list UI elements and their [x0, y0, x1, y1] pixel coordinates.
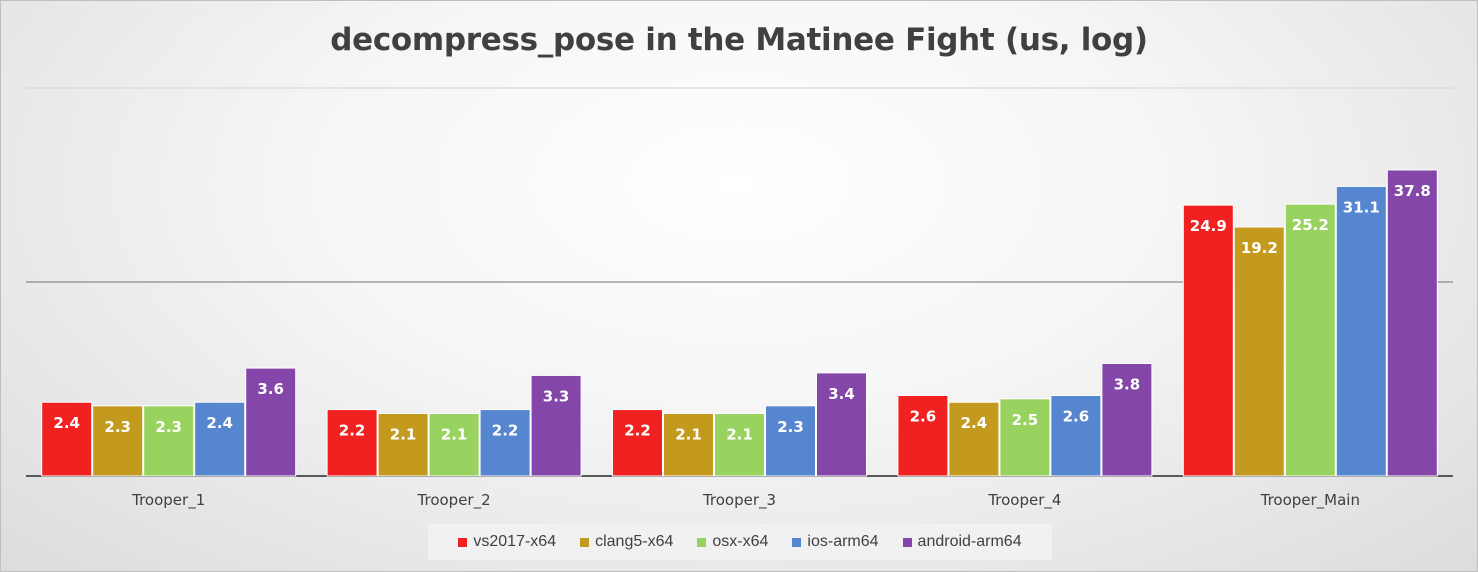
legend-item: osx-x64 — [697, 533, 768, 551]
bar-ios-arm64-Trooper_1 — [194, 401, 246, 477]
data-label: 3.4 — [828, 385, 855, 403]
data-label: 2.2 — [624, 422, 651, 440]
legend-label: android-arm64 — [917, 533, 1022, 550]
category-label: Trooper_4 — [987, 491, 1061, 510]
chart-title: decompress_pose in the Matinee Fight (us… — [330, 22, 1148, 58]
data-label: 3.8 — [1114, 376, 1141, 394]
data-label: 3.3 — [543, 387, 570, 405]
data-labels: 2.4 2.3 2.3 2.4 3.6 2.2 2.1 2.1 2.2 3.3 2.2 2.1 2.1 2… — [53, 182, 1430, 444]
data-label: 2.1 — [675, 425, 702, 443]
bar-ios-arm64-Trooper_3 — [765, 405, 816, 477]
bar-vs2017-x64-Trooper_1 — [41, 401, 93, 477]
data-label: 31.1 — [1343, 198, 1380, 216]
legend-swatch — [458, 537, 468, 547]
data-label: 2.4 — [53, 414, 80, 432]
data-label: 25.2 — [1292, 216, 1329, 234]
bar-osx-x64-Trooper_4 — [999, 398, 1051, 477]
legend-item: vs2017-x64 — [458, 533, 556, 551]
data-label: 2.3 — [777, 418, 804, 436]
data-label: 2.6 — [910, 407, 937, 425]
bar-osx-x64-Trooper_3 — [714, 412, 765, 477]
data-label: 2.2 — [492, 422, 519, 440]
legend-swatch — [580, 537, 590, 547]
category-label: Trooper_2 — [417, 491, 491, 510]
data-label: 2.1 — [390, 425, 417, 443]
bar-vs2017-x64-Trooper_Main — [1182, 204, 1234, 477]
bar-android-arm64-Trooper_3 — [816, 372, 867, 477]
data-label: 19.2 — [1241, 239, 1278, 257]
legend-label: osx-x64 — [712, 533, 769, 550]
bar-clang5-x64-Trooper_2 — [377, 412, 429, 477]
data-label: 37.8 — [1394, 182, 1431, 200]
bars — [41, 169, 1438, 477]
bar-clang5-x64-Trooper_4 — [948, 401, 1000, 477]
bar-clang5-x64-Trooper_3 — [663, 412, 714, 477]
category-label: Trooper_3 — [702, 491, 776, 510]
category-ticks: Trooper_1 Trooper_2 Trooper_3 Trooper_4 Troo… — [131, 491, 1360, 510]
data-label: 2.4 — [206, 414, 233, 432]
data-label: 2.2 — [339, 422, 366, 440]
legend-swatch — [697, 537, 707, 547]
data-label: 2.1 — [441, 425, 468, 443]
category-label: Trooper_Main — [1260, 491, 1360, 510]
legend-label: clang5-x64 — [595, 533, 674, 550]
data-label: 2.3 — [155, 418, 182, 436]
data-label: 2.3 — [104, 418, 131, 436]
bar-android-arm64-Trooper_2 — [530, 374, 582, 477]
bar-android-arm64-Trooper_4 — [1101, 363, 1153, 477]
bar-android-arm64-Trooper_1 — [245, 367, 297, 477]
category-label: Trooper_1 — [131, 491, 205, 510]
data-label: 3.6 — [257, 380, 284, 398]
bar-android-arm64-Trooper_Main — [1386, 169, 1438, 477]
bar-osx-x64-Trooper_Main — [1284, 203, 1336, 477]
data-label: 24.9 — [1190, 217, 1227, 235]
data-label: 2.4 — [961, 414, 988, 432]
legend-item: android-arm64 — [902, 533, 1022, 551]
bar-osx-x64-Trooper_1 — [143, 405, 195, 477]
bar-clang5-x64-Trooper_Main — [1233, 226, 1285, 477]
bar-vs2017-x64-Trooper_4 — [897, 394, 949, 477]
bar-vs2017-x64-Trooper_3 — [612, 409, 663, 477]
legend-swatch — [902, 537, 912, 547]
legend-swatch — [792, 537, 802, 547]
legend-item: clang5-x64 — [580, 533, 673, 551]
legend-label: ios-arm64 — [807, 533, 879, 550]
bar-ios-arm64-Trooper_4 — [1050, 394, 1102, 477]
data-label: 2.1 — [726, 425, 753, 443]
legend-item: ios-arm64 — [792, 533, 879, 551]
bar-osx-x64-Trooper_2 — [428, 412, 480, 477]
bar-vs2017-x64-Trooper_2 — [326, 409, 378, 477]
bar-ios-arm64-Trooper_2 — [479, 409, 531, 477]
legend: vs2017-x64 clang5-x64 osx-x64 ios-arm64 andr… — [428, 524, 1052, 560]
data-label: 2.6 — [1063, 407, 1090, 425]
bar-ios-arm64-Trooper_Main — [1335, 185, 1387, 477]
bar-clang5-x64-Trooper_1 — [92, 405, 144, 477]
legend-label: vs2017-x64 — [473, 533, 557, 550]
data-label: 2.5 — [1012, 411, 1039, 429]
